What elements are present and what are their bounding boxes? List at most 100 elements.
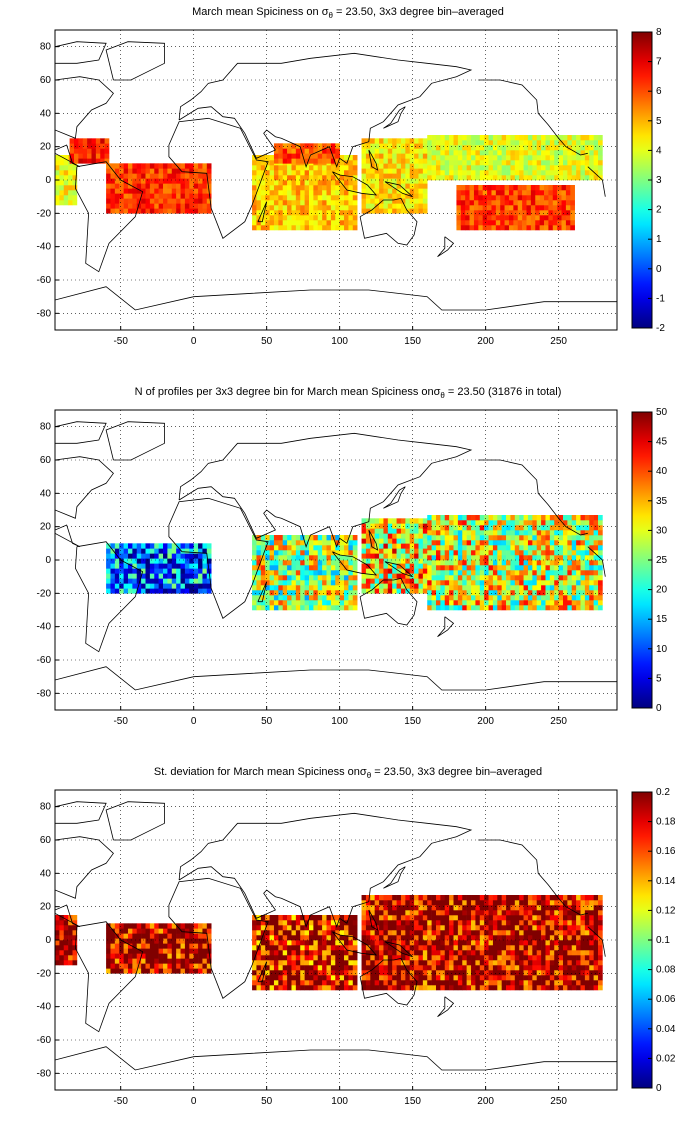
data-cell bbox=[554, 565, 559, 571]
data-cell bbox=[330, 210, 336, 216]
data-cell bbox=[567, 935, 573, 941]
data-cell bbox=[278, 180, 284, 186]
data-cell bbox=[322, 595, 327, 601]
data-cell bbox=[554, 900, 559, 906]
data-cell bbox=[449, 520, 454, 526]
data-cell bbox=[260, 970, 266, 976]
data-cell bbox=[510, 570, 516, 576]
data-cell bbox=[484, 515, 489, 521]
data-cell bbox=[570, 205, 575, 211]
data-cell bbox=[184, 198, 190, 204]
data-cell bbox=[484, 150, 489, 156]
coastline bbox=[587, 926, 606, 957]
data-cell bbox=[495, 220, 501, 226]
data-cell bbox=[440, 140, 446, 146]
data-cell bbox=[539, 220, 545, 226]
data-cell bbox=[55, 950, 60, 956]
data-cell bbox=[567, 580, 573, 586]
data-cell bbox=[456, 190, 462, 196]
data-cell bbox=[527, 555, 533, 561]
data-cell bbox=[545, 135, 551, 141]
data-cell bbox=[435, 530, 441, 536]
data-cell bbox=[584, 915, 590, 921]
data-cell bbox=[91, 153, 97, 159]
data-cell bbox=[479, 170, 485, 176]
data-cell bbox=[549, 570, 555, 576]
data-cell bbox=[571, 160, 577, 166]
data-cell bbox=[453, 915, 459, 921]
data-cell bbox=[198, 923, 203, 929]
data-cell bbox=[396, 588, 402, 594]
data-cell bbox=[536, 915, 542, 921]
data-cell bbox=[352, 595, 358, 601]
data-cell bbox=[527, 940, 533, 946]
data-cell bbox=[176, 938, 181, 944]
data-cell bbox=[189, 203, 194, 209]
x-tick-label: 250 bbox=[550, 336, 567, 347]
data-cell bbox=[55, 915, 60, 921]
data-cell bbox=[344, 535, 349, 541]
data-cell bbox=[418, 163, 424, 169]
data-cell bbox=[576, 545, 581, 551]
data-cell bbox=[374, 905, 380, 911]
data-cell bbox=[193, 183, 199, 189]
data-cell bbox=[136, 558, 142, 564]
data-cell bbox=[154, 963, 159, 969]
data-cell bbox=[405, 153, 411, 159]
data-cell bbox=[580, 955, 586, 961]
data-cell bbox=[400, 950, 406, 956]
data-cell bbox=[282, 970, 288, 976]
data-cell bbox=[471, 980, 476, 986]
data-cell bbox=[536, 980, 542, 986]
data-cell bbox=[379, 578, 384, 584]
data-cell bbox=[519, 945, 524, 951]
data-cell bbox=[387, 578, 393, 584]
data-cell bbox=[68, 925, 73, 931]
data-cell bbox=[482, 200, 488, 206]
data-cell bbox=[440, 605, 446, 611]
data-cell bbox=[409, 153, 415, 159]
data-cell bbox=[256, 595, 262, 601]
data-cell bbox=[176, 568, 181, 574]
data-cell bbox=[308, 180, 314, 186]
data-cell bbox=[69, 153, 75, 159]
data-cell bbox=[544, 210, 549, 216]
data-cell bbox=[158, 203, 164, 209]
data-cell bbox=[365, 533, 371, 539]
data-cell bbox=[541, 155, 546, 161]
data-cell bbox=[530, 210, 536, 216]
data-cell bbox=[91, 138, 97, 144]
data-cell bbox=[176, 928, 181, 934]
data-cell bbox=[536, 170, 542, 176]
data-cell bbox=[527, 595, 533, 601]
data-cell bbox=[189, 943, 194, 949]
data-cell bbox=[526, 210, 532, 216]
data-cell bbox=[145, 168, 151, 174]
data-cell bbox=[136, 958, 142, 964]
data-cell bbox=[344, 190, 349, 196]
data-cell bbox=[541, 950, 546, 956]
data-cell bbox=[379, 965, 384, 971]
data-cell bbox=[287, 158, 292, 164]
data-cell bbox=[304, 570, 310, 576]
data-cell bbox=[287, 940, 292, 946]
data-cell bbox=[488, 935, 494, 941]
data-cell bbox=[145, 543, 151, 549]
data-cell bbox=[541, 595, 546, 601]
data-cell bbox=[491, 225, 497, 231]
data-cell bbox=[558, 140, 564, 146]
data-cell bbox=[589, 175, 594, 181]
data-cell bbox=[466, 160, 472, 166]
y-tick-label: -40 bbox=[37, 242, 52, 253]
data-cell bbox=[374, 523, 380, 529]
data-cell bbox=[453, 900, 459, 906]
data-cell bbox=[571, 920, 577, 926]
data-cell bbox=[370, 173, 375, 179]
data-cell bbox=[322, 930, 327, 936]
data-cell bbox=[501, 580, 507, 586]
data-cell bbox=[387, 163, 393, 169]
data-cell bbox=[571, 915, 577, 921]
data-cell bbox=[471, 595, 476, 601]
data-cell bbox=[561, 220, 567, 226]
data-cell bbox=[167, 208, 173, 214]
